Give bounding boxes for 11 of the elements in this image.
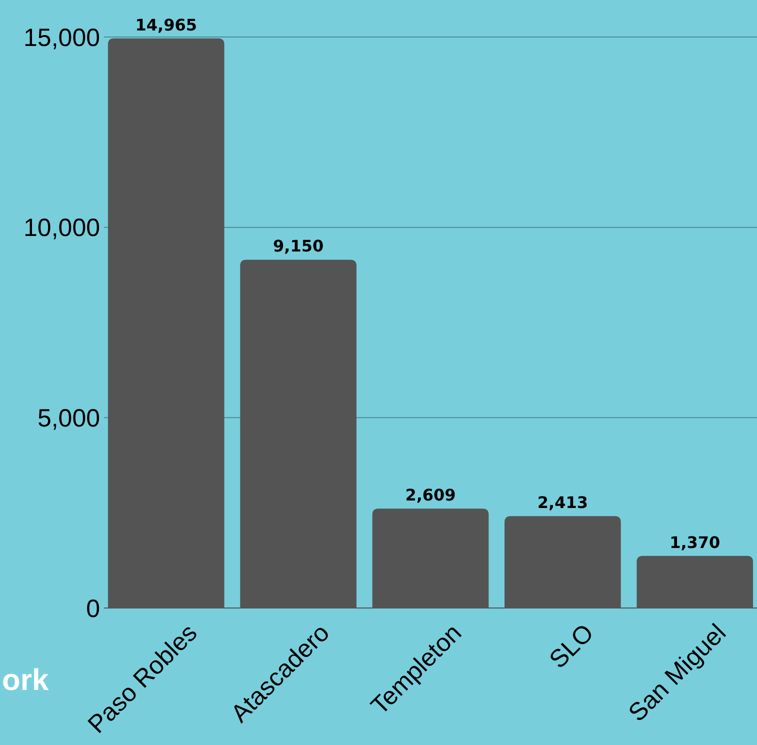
data-label: 14,965 bbox=[135, 15, 198, 34]
y-tick-label: 0 bbox=[86, 594, 100, 623]
data-label: 2,609 bbox=[405, 486, 456, 505]
text: ork bbox=[2, 664, 49, 697]
data-label: 2,413 bbox=[537, 493, 588, 512]
y-tick-label: 5,000 bbox=[37, 404, 100, 432]
data-label: 1,370 bbox=[670, 532, 720, 552]
x-tick-label: SLO bbox=[544, 618, 600, 674]
y-tick-label: 10,000 bbox=[24, 214, 100, 242]
data-label: 9,150 bbox=[273, 236, 324, 256]
y-tick-label: 15,000 bbox=[24, 24, 100, 52]
